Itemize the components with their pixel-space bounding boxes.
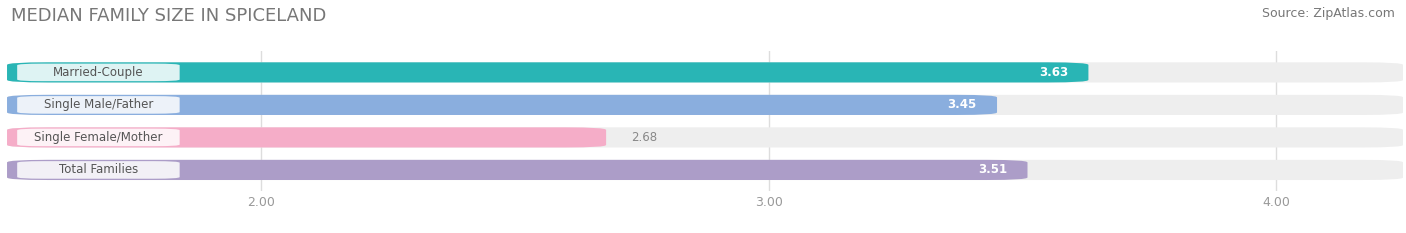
Text: 3.45: 3.45 [948,98,977,111]
FancyBboxPatch shape [17,129,180,146]
Text: Total Families: Total Families [59,163,138,176]
Text: Source: ZipAtlas.com: Source: ZipAtlas.com [1261,7,1395,20]
Text: MEDIAN FAMILY SIZE IN SPICELAND: MEDIAN FAMILY SIZE IN SPICELAND [11,7,326,25]
Text: Single Male/Father: Single Male/Father [44,98,153,111]
FancyBboxPatch shape [7,127,606,147]
FancyBboxPatch shape [7,160,1028,180]
FancyBboxPatch shape [7,62,1088,82]
FancyBboxPatch shape [7,160,1403,180]
Text: 3.63: 3.63 [1039,66,1069,79]
FancyBboxPatch shape [17,161,180,179]
FancyBboxPatch shape [7,62,1403,82]
Text: 2.68: 2.68 [631,131,658,144]
FancyBboxPatch shape [7,95,1403,115]
FancyBboxPatch shape [17,96,180,114]
Text: Single Female/Mother: Single Female/Mother [34,131,163,144]
Text: 3.51: 3.51 [979,163,1007,176]
FancyBboxPatch shape [17,64,180,81]
FancyBboxPatch shape [7,95,997,115]
FancyBboxPatch shape [7,127,1403,147]
Text: Married-Couple: Married-Couple [53,66,143,79]
